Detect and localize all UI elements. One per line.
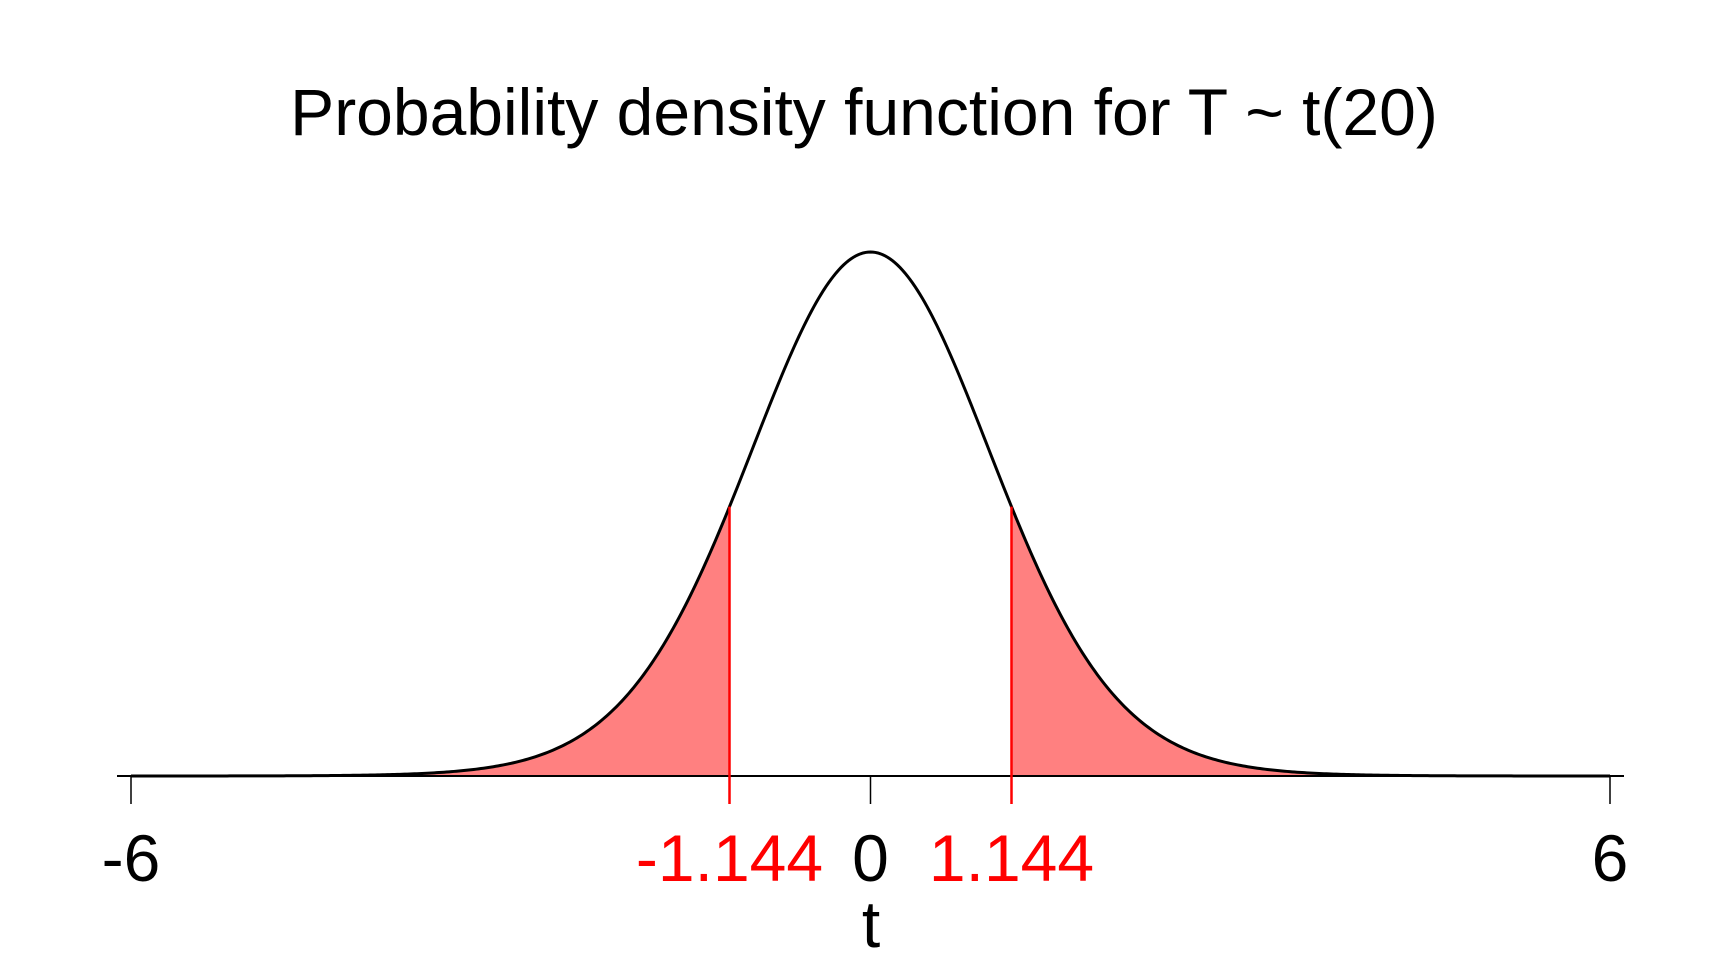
tick-label-1: -1.144	[636, 821, 823, 895]
tick-label-4: 6	[1592, 821, 1629, 895]
critical-lines	[728, 506, 1013, 804]
x-axis-label: t	[862, 887, 880, 961]
density-curve-layer	[131, 250, 1610, 778]
shaded-tails	[131, 506, 1610, 776]
density-curve	[131, 250, 1610, 778]
tick-label-2: 0	[852, 821, 889, 895]
x-ticks: -6 -1.144 0 1.144 6	[102, 776, 1629, 895]
chart-title: Probability density function for T ~ t(2…	[290, 75, 1438, 149]
right-tail-shade	[1011, 506, 1610, 776]
tick-label-3: 1.144	[929, 821, 1094, 895]
tick-label-0: -6	[102, 821, 161, 895]
left-tail-shade	[131, 506, 730, 776]
